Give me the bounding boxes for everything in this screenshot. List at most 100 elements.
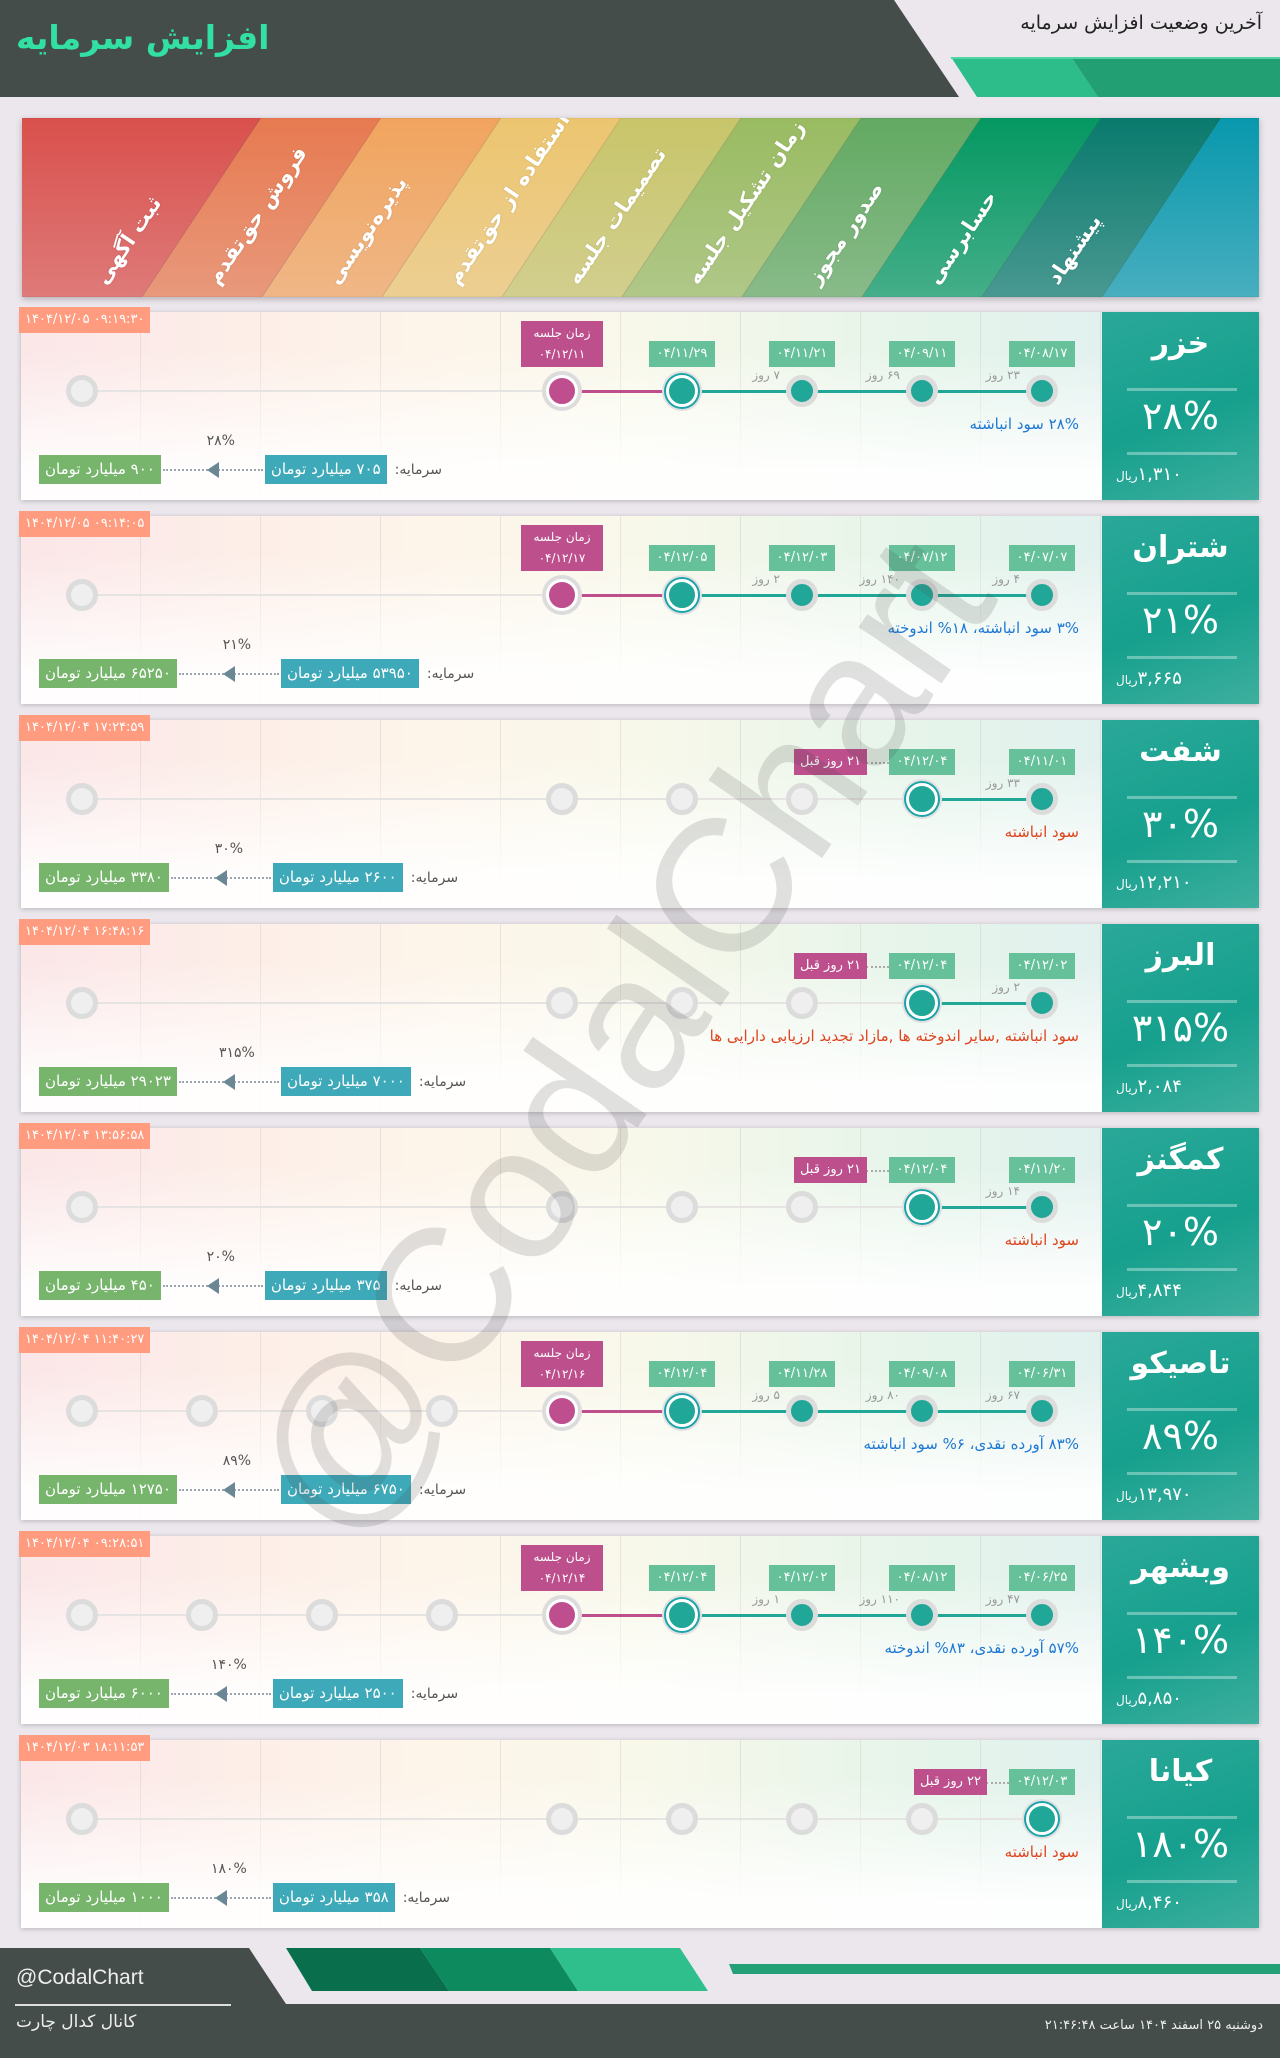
stage-node-done[interactable] xyxy=(1026,375,1058,407)
capital-increase-card[interactable]: ۰۴/۱۲/۰۳ ۲۲ روز قبل سود انباشته ۱۴۰۴/۱۲/۰۳ … xyxy=(19,1735,1259,1928)
capital-increase-card[interactable]: ۰۴/۰۶/۲۵ ۴۷ روز ۰۴/۰۸/۱۲ ۱۱۰ روز ۰۴/۱۲/۰۲ ۱ ر… xyxy=(19,1531,1259,1724)
symbol-name[interactable]: شفت xyxy=(1139,734,1222,769)
stage-node-pending[interactable] xyxy=(666,1191,698,1223)
stage-node-pending[interactable] xyxy=(306,1599,338,1631)
stage-node-pending[interactable] xyxy=(786,987,818,1019)
capital-increase-card[interactable]: ۰۴/۱۱/۲۰ ۱۴ روز ۰۴/۱۲/۰۴ ۲۱ روز قبل سود انبا… xyxy=(19,1123,1259,1316)
stage-node-pending[interactable] xyxy=(786,1191,818,1223)
stage-node-done[interactable] xyxy=(1026,579,1058,611)
stage-node-pending[interactable] xyxy=(66,1599,98,1631)
meeting-date-box: زمان جلسه ۰۴/۱۲/۱۴ xyxy=(521,1545,603,1591)
increase-percent: ۱۸۰% xyxy=(1131,1822,1230,1866)
stage-node-pending[interactable] xyxy=(546,783,578,815)
stage-node-pending[interactable] xyxy=(426,1395,458,1427)
stage-node-done[interactable] xyxy=(906,375,938,407)
stage-node-pending[interactable] xyxy=(66,783,98,815)
stage-node-done[interactable] xyxy=(1026,1599,1058,1631)
footer-handle[interactable]: @CodalChart xyxy=(16,1966,144,1989)
stage-node-done[interactable] xyxy=(906,579,938,611)
capital-increase-card[interactable]: ۰۴/۱۲/۰۲ ۲ روز ۰۴/۱۲/۰۴ ۲۱ روز قبل سود انباش… xyxy=(19,919,1259,1112)
stage-node-pending[interactable] xyxy=(786,1803,818,1835)
stage-node-pending[interactable] xyxy=(186,1395,218,1427)
stage-node-pending[interactable] xyxy=(666,1803,698,1835)
timeline-segment xyxy=(922,798,1042,801)
capital-increase-card[interactable]: ۰۴/۰۷/۰۷ ۴ روز ۰۴/۰۷/۱۲ ۱۴۰ روز ۰۴/۱۲/۰۳ ۲ رو… xyxy=(19,511,1259,704)
symbol-name[interactable]: کمگنز xyxy=(1137,1142,1224,1177)
symbol-panel[interactable]: کمگنز ۲۰% ۴,۸۴۴ریال xyxy=(1102,1128,1259,1316)
stage-node-pending[interactable] xyxy=(66,1191,98,1223)
price: ۴,۸۴۴ریال xyxy=(1116,1280,1182,1301)
stage-node-pending[interactable] xyxy=(546,1803,578,1835)
stage-node-current[interactable] xyxy=(666,1395,698,1427)
stage-date-box: ۰۴/۱۲/۰۴ xyxy=(889,1157,955,1183)
symbol-panel[interactable]: شفت ۳۰% ۱۲,۲۱۰ریال xyxy=(1102,720,1259,908)
stage-node-meeting[interactable] xyxy=(546,1395,578,1427)
stage-node-pending[interactable] xyxy=(186,1599,218,1631)
stage-node-done[interactable] xyxy=(786,1395,818,1427)
stage-node-meeting[interactable] xyxy=(546,375,578,407)
arrow-left-icon xyxy=(206,462,219,478)
stage-node-pending[interactable] xyxy=(66,1803,98,1835)
price: ۸,۴۶۰ریال xyxy=(1116,1892,1182,1913)
increase-source-description: سود انباشته xyxy=(1004,823,1079,841)
symbol-name[interactable]: خزر xyxy=(1151,326,1210,361)
stage-node-done[interactable] xyxy=(1026,1191,1058,1223)
symbol-name[interactable]: تاصیکو xyxy=(1130,1346,1231,1381)
capital-row: ۱۰۰۰ میلیارد تومان ۱۸۰% ۳۵۸ میلیارد توما… xyxy=(39,1861,450,1912)
stage-stripe xyxy=(141,118,382,297)
stage-node-done[interactable] xyxy=(786,375,818,407)
stage-node-current[interactable] xyxy=(906,1191,938,1223)
capital-increase-card[interactable]: ۰۴/۰۶/۳۱ ۶۷ روز ۰۴/۰۹/۰۸ ۸۰ روز ۰۴/۱۱/۲۸ ۵ رو… xyxy=(19,1327,1259,1520)
meeting-date: ۰۴/۱۲/۱۷ xyxy=(538,551,586,565)
stage-node-current[interactable] xyxy=(666,375,698,407)
symbol-panel[interactable]: البرز ۳۱۵% ۲,۰۸۴ریال xyxy=(1102,924,1259,1112)
symbol-name[interactable]: وبشهر xyxy=(1131,1550,1230,1585)
stage-node-pending[interactable] xyxy=(666,987,698,1019)
stage-node-pending[interactable] xyxy=(66,375,98,407)
stage-node-pending[interactable] xyxy=(66,579,98,611)
stage-node-pending[interactable] xyxy=(786,783,818,815)
stage-node-pending[interactable] xyxy=(666,783,698,815)
stage-node-done[interactable] xyxy=(1026,1395,1058,1427)
stage-node-pending[interactable] xyxy=(66,987,98,1019)
stage-node-pending[interactable] xyxy=(66,1395,98,1427)
symbol-name[interactable]: کیانا xyxy=(1148,1754,1213,1789)
symbol-panel[interactable]: خزر ۲۸% ۱,۳۱۰ریال xyxy=(1102,312,1259,500)
capital-increase-card[interactable]: ۰۴/۰۸/۱۷ ۲۳ روز ۰۴/۰۹/۱۱ ۶۹ روز ۰۴/۱۱/۲۱ ۷ رو… xyxy=(19,307,1259,500)
stage-node-pending[interactable] xyxy=(426,1599,458,1631)
stage-node-current[interactable] xyxy=(906,783,938,815)
stage-node-current[interactable] xyxy=(906,987,938,1019)
currency-label: ریال xyxy=(1116,469,1138,483)
stage-node-meeting[interactable] xyxy=(546,579,578,611)
capital-increase-card[interactable]: ۰۴/۱۱/۰۱ ۳۳ روز ۰۴/۱۲/۰۴ ۲۱ روز قبل سود انبا… xyxy=(19,715,1259,908)
stage-node-meeting[interactable] xyxy=(546,1599,578,1631)
stage-node-done[interactable] xyxy=(1026,987,1058,1019)
symbol-panel[interactable]: تاصیکو ۸۹% ۱۳,۹۷۰ریال xyxy=(1102,1332,1259,1520)
timeline-segment xyxy=(562,390,682,393)
stage-date-box: ۰۴/۰۷/۰۷ xyxy=(1009,545,1075,571)
timeline-segment xyxy=(682,1614,802,1617)
stage-node-done[interactable] xyxy=(906,1395,938,1427)
divider xyxy=(1127,1472,1237,1475)
stage-node-done[interactable] xyxy=(906,1599,938,1631)
stage-node-pending[interactable] xyxy=(546,1191,578,1223)
stage-date-box: ۰۴/۰۹/۰۸ xyxy=(889,1361,955,1387)
symbol-name[interactable]: البرز xyxy=(1145,938,1216,973)
stage-date-box: ۰۴/۱۱/۲۸ xyxy=(769,1361,835,1387)
price-value: ۸,۴۶۰ xyxy=(1137,1892,1182,1913)
stage-node-current[interactable] xyxy=(1026,1803,1058,1835)
currency-label: ریال xyxy=(1116,673,1138,687)
stage-node-pending[interactable] xyxy=(546,987,578,1019)
stage-node-done[interactable] xyxy=(1026,783,1058,815)
stage-node-current[interactable] xyxy=(666,1599,698,1631)
symbol-name[interactable]: شتران xyxy=(1132,530,1229,565)
stage-node-done[interactable] xyxy=(786,1599,818,1631)
stage-node-done[interactable] xyxy=(786,579,818,611)
symbol-panel[interactable]: کیانا ۱۸۰% ۸,۴۶۰ریال xyxy=(1102,1740,1259,1928)
stage-node-pending[interactable] xyxy=(306,1395,338,1427)
stage-node-current[interactable] xyxy=(666,579,698,611)
stage-node-pending[interactable] xyxy=(906,1803,938,1835)
target-capital: ۳۳۸۰ میلیارد تومان xyxy=(39,863,169,892)
symbol-panel[interactable]: وبشهر ۱۴۰% ۵,۸۵۰ریال xyxy=(1102,1536,1259,1724)
symbol-panel[interactable]: شتران ۲۱% ۳,۶۶۵ریال xyxy=(1102,516,1259,704)
